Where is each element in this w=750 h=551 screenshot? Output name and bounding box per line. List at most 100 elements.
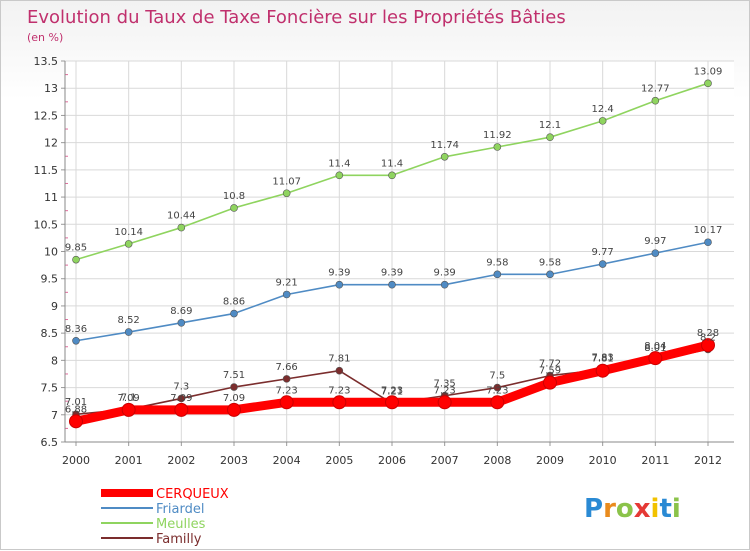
data-label-friardel: 8.86 <box>223 297 245 308</box>
x-tick-label: 2004 <box>273 454 301 467</box>
y-tick-label: 9.5 <box>41 273 59 286</box>
data-label-cerqueux: 7.59 <box>539 366 561 377</box>
x-tick-label: 2002 <box>167 454 195 467</box>
x-tick-label: 2005 <box>325 454 353 467</box>
data-point-meulles <box>388 171 396 180</box>
data-point-cerqueux <box>279 395 294 410</box>
y-tick-label: 8.5 <box>41 327 59 340</box>
data-label-cerqueux: 7.23 <box>434 385 456 396</box>
data-label-familly: 7.66 <box>276 362 298 373</box>
legend-label: Meulles <box>156 517 206 532</box>
x-tick-label: 2007 <box>431 454 459 467</box>
brand-logo: Proxiti <box>584 494 681 524</box>
y-tick-label: 12 <box>44 137 58 150</box>
y-tick-label: 7.5 <box>41 382 59 395</box>
data-label-friardel: 8.69 <box>170 306 192 317</box>
data-label-friardel: 9.39 <box>381 268 403 279</box>
data-label-cerqueux: 8.28 <box>697 328 719 339</box>
data-point-cerqueux <box>437 395 452 410</box>
brand-letter: P <box>584 494 603 524</box>
data-label-friardel: 9.97 <box>644 236 666 247</box>
data-label-friardel: 9.58 <box>486 257 508 268</box>
data-point-familly <box>230 383 238 391</box>
data-label-friardel: 9.77 <box>592 247 614 258</box>
y-tick-label: 7 <box>51 409 58 422</box>
data-point-cerqueux <box>332 395 347 410</box>
data-label-familly: 7.81 <box>328 354 350 365</box>
data-point-cerqueux <box>595 363 610 378</box>
data-label-familly: 7.51 <box>223 370 245 381</box>
x-tick-label: 2001 <box>115 454 143 467</box>
brand-letter: r <box>603 494 616 524</box>
y-tick-label: 12.5 <box>34 109 59 122</box>
data-label-meulles: 11.92 <box>483 130 512 141</box>
chart-subtitle: (en %) <box>27 31 63 44</box>
data-label-cerqueux: 8.04 <box>644 341 666 352</box>
data-label-meulles: 10.44 <box>167 211 196 222</box>
data-point-friardel <box>388 280 396 289</box>
legend-label: CERQUEUX <box>156 487 229 502</box>
y-tick-label: 10 <box>44 246 58 259</box>
data-point-cerqueux <box>701 338 715 353</box>
data-label-cerqueux: 6.88 <box>65 404 87 415</box>
data-point-meulles <box>546 133 554 141</box>
x-tick-label: 2003 <box>220 454 248 467</box>
data-point-cerqueux <box>174 402 189 417</box>
data-label-cerqueux: 7.09 <box>170 393 192 404</box>
data-point-friardel <box>282 290 291 299</box>
data-label-friardel: 9.58 <box>539 257 561 268</box>
data-label-meulles: 11.07 <box>272 176 301 187</box>
data-label-cerqueux: 7.09 <box>223 393 245 404</box>
y-tick-label: 11.5 <box>34 164 59 177</box>
data-labels: 6.887.09 7.09 7.097.23 7.23 7.23 7.23 7.237.59… <box>65 66 722 415</box>
data-point-cerqueux <box>69 414 83 429</box>
data-point-meulles <box>282 189 291 198</box>
data-point-meulles <box>440 152 449 161</box>
data-point-cerqueux <box>227 402 241 417</box>
data-label-familly: 7.5 <box>489 371 505 382</box>
data-point-familly <box>335 366 344 375</box>
data-point-meulles <box>704 79 712 88</box>
data-label-friardel: 8.52 <box>118 315 140 326</box>
data-point-meulles <box>493 143 502 151</box>
legend-label: Familly <box>156 532 202 547</box>
data-label-friardel: 10.17 <box>694 225 723 236</box>
brand-letter: x <box>634 494 651 524</box>
data-label-meulles: 10.8 <box>223 191 245 202</box>
brand-letter: i <box>651 494 660 524</box>
data-label-familly: 8.2 <box>700 332 716 343</box>
y-tick-label: 10.5 <box>34 218 59 231</box>
x-tick-label: 2012 <box>694 454 722 467</box>
chart-title: Evolution du Taux de Taxe Foncière sur l… <box>27 7 566 28</box>
data-label-cerqueux: 7.09 <box>118 393 140 404</box>
data-point-friardel <box>72 336 80 345</box>
y-tick-label: 6.5 <box>41 436 59 449</box>
data-point-familly <box>493 383 502 392</box>
data-label-meulles: 12.77 <box>641 84 670 95</box>
data-point-friardel <box>440 280 449 289</box>
data-label-cerqueux: 7.23 <box>276 385 298 396</box>
data-label-familly: 7.83 <box>592 353 614 364</box>
data-point-meulles <box>72 255 80 264</box>
data-point-meulles <box>598 117 607 125</box>
data-point-familly <box>282 375 291 383</box>
data-label-meulles: 12.1 <box>539 120 561 131</box>
data-point-friardel <box>546 270 554 279</box>
data-label-meulles: 10.14 <box>114 227 143 238</box>
x-tick-label: 2011 <box>641 454 669 467</box>
data-point-meulles <box>230 204 238 212</box>
series-lines <box>69 79 715 429</box>
data-point-cerqueux <box>490 395 505 410</box>
data-point-friardel <box>335 280 344 289</box>
data-point-meulles <box>124 240 133 248</box>
brand-letter: i <box>672 494 681 524</box>
data-point-friardel <box>651 249 660 257</box>
data-label-familly: 7.01 <box>65 397 87 408</box>
x-tick-label: 2009 <box>536 454 564 467</box>
data-point-meulles <box>177 223 186 232</box>
data-label-familly: 7.35 <box>434 379 456 390</box>
data-point-cerqueux <box>121 402 136 417</box>
